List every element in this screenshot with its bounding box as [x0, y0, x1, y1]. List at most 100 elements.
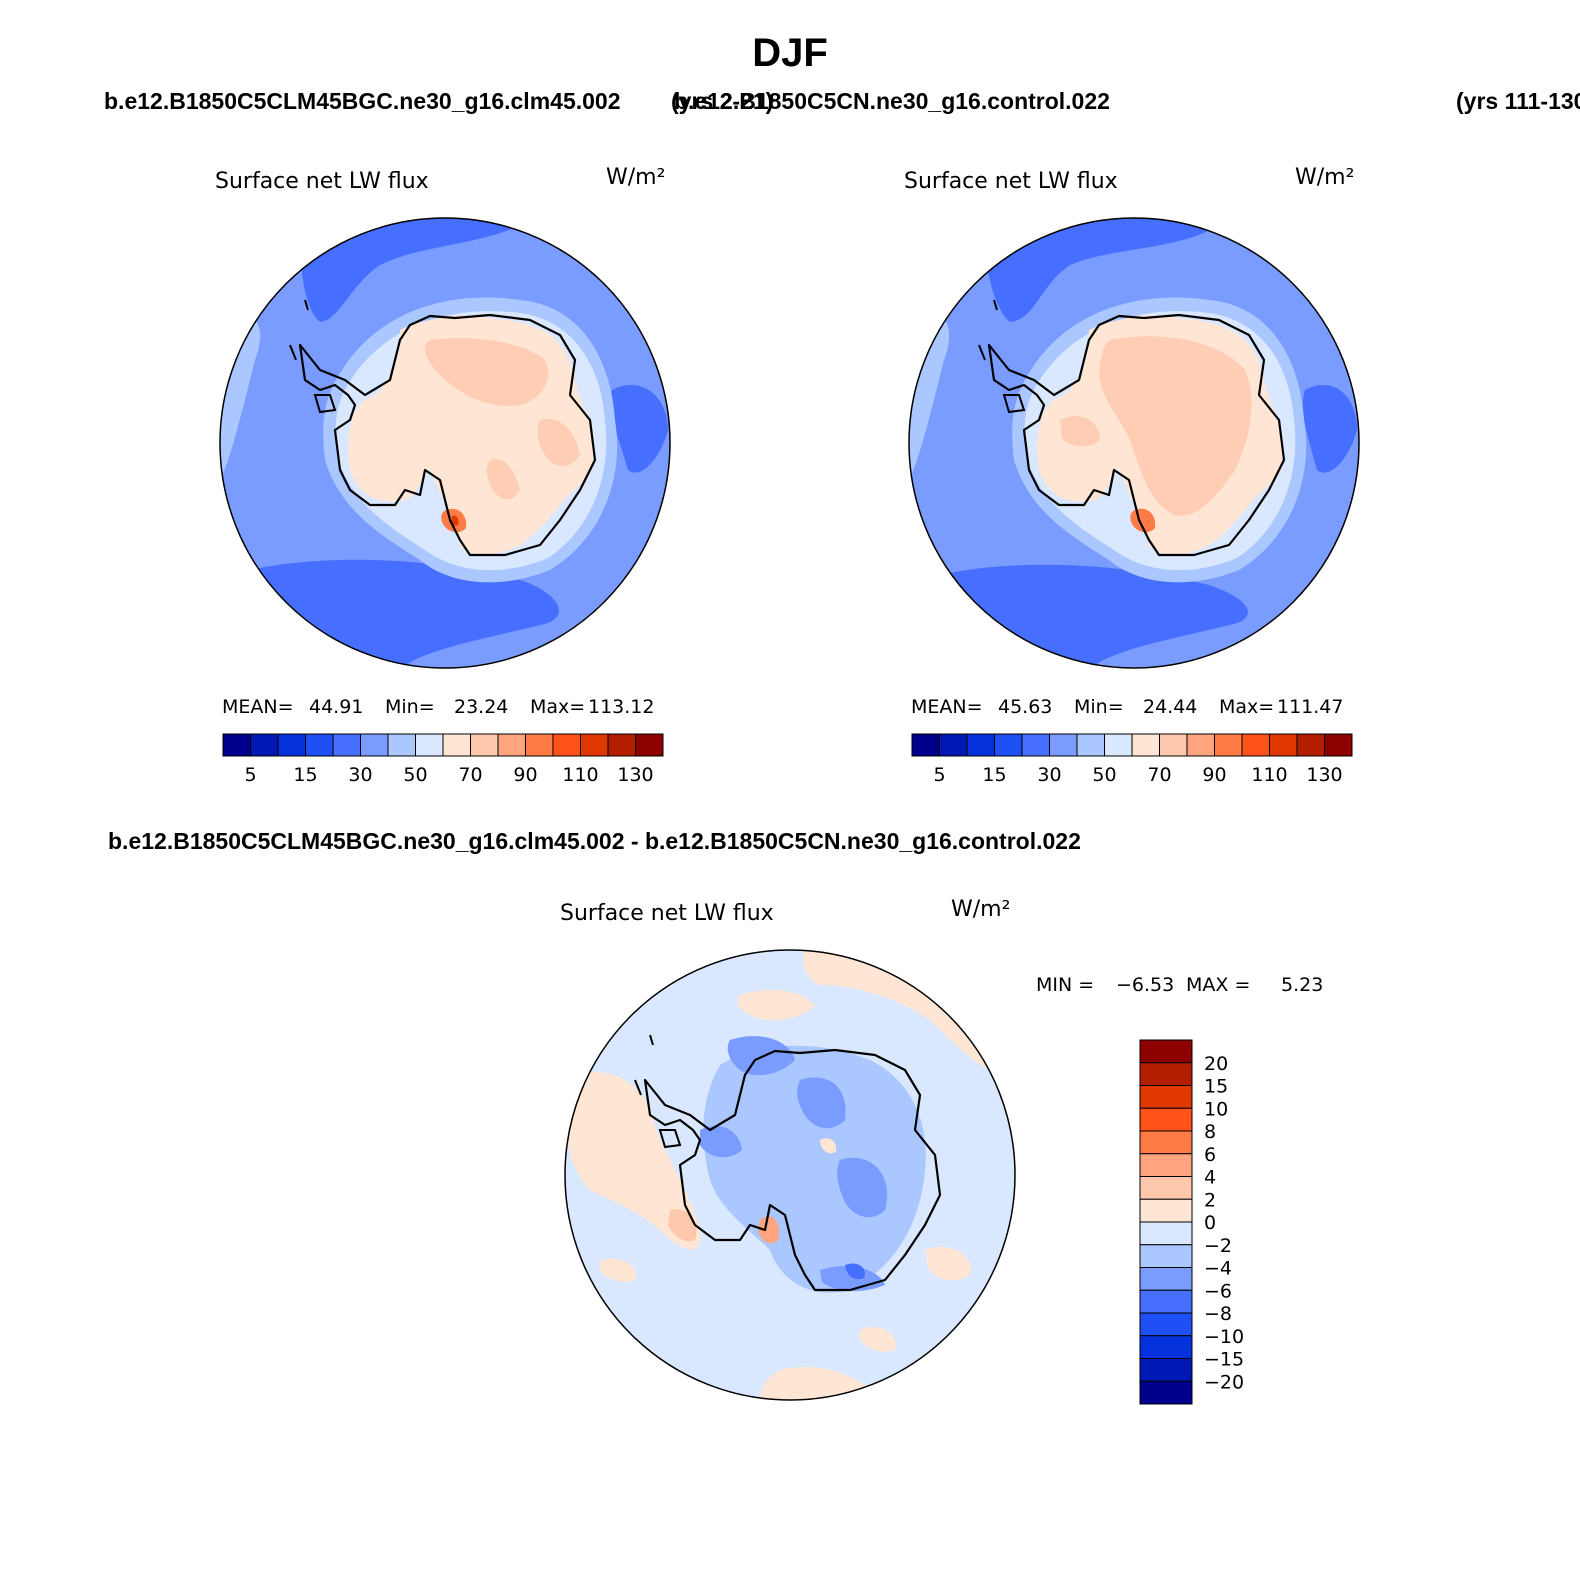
case2-years: (yrs 111-130)	[1456, 88, 1580, 114]
coastline	[298, 313, 597, 557]
colorbar-swatch	[277, 733, 306, 757]
colorbar-tick-label: 5	[933, 764, 945, 786]
case1-years: (yrs 2-21)	[671, 88, 773, 114]
min-label: Min=	[1074, 696, 1124, 718]
units-label: W/m²	[1295, 165, 1354, 190]
contour-patch	[610, 384, 668, 473]
colorbar-swatch	[994, 733, 1023, 757]
panel-title: Surface net LW flux	[215, 169, 429, 194]
colorbar-swatch	[332, 733, 361, 757]
colorbar-tick-label: −20	[1204, 1371, 1244, 1393]
colorbar-tick-label: 8	[1204, 1121, 1216, 1143]
colorbar-tick-label: 5	[244, 764, 256, 786]
colorbar-swatch	[1131, 733, 1160, 757]
min-label: Min=	[385, 696, 435, 718]
colorbar-swatch	[1186, 733, 1215, 757]
colorbar-swatch	[1324, 733, 1353, 757]
colorbar-tick-label: −2	[1204, 1235, 1232, 1257]
colorbar-swatch	[939, 733, 968, 757]
colorbar-swatch	[1139, 1039, 1193, 1064]
colorbar-swatch	[1139, 1107, 1193, 1132]
colorbar-swatch	[966, 733, 995, 757]
units-label: W/m²	[606, 165, 665, 190]
colorbar-tick-label: 30	[348, 764, 372, 786]
colorbar-tick-label: 110	[562, 764, 598, 786]
contour-patch	[1302, 384, 1357, 473]
colorbar-swatch	[911, 733, 940, 757]
colorbar-swatch	[1139, 1312, 1193, 1337]
contour-patch	[1060, 416, 1100, 447]
colorbar-tick-label: 10	[1204, 1098, 1228, 1120]
min-label: MIN =	[1036, 974, 1094, 996]
map-boundary	[564, 949, 1016, 1401]
coastline	[987, 313, 1286, 557]
colorbar-swatch	[580, 733, 609, 757]
colorbar-swatch	[1139, 1380, 1193, 1405]
contour-patch	[424, 338, 549, 406]
contour-patch	[758, 1216, 779, 1244]
map-boundary	[908, 217, 1360, 669]
min-value: 23.24	[454, 696, 508, 718]
colorbar-swatch	[1159, 733, 1188, 757]
contour-patch	[565, 1071, 701, 1250]
colorbar-swatch	[1139, 1130, 1193, 1155]
colorbar-swatch	[250, 733, 279, 757]
contour-patch	[797, 1077, 846, 1129]
colorbar-swatch	[360, 733, 389, 757]
coastline	[658, 1129, 682, 1149]
colorbar-swatch	[1139, 1176, 1193, 1200]
colorbar-tick-label: 4	[1204, 1167, 1216, 1189]
mean-value: 44.91	[309, 696, 363, 718]
coastline	[1002, 394, 1026, 414]
panel-case2: Surface net LW flux W/m² MEAN= 45.63 Min…	[904, 165, 1360, 786]
units-label: W/m²	[951, 897, 1010, 922]
difference-title: b.e12.B1850C5CLM45BGC.ne30_g16.clm45.002…	[108, 828, 1081, 854]
colorbar-tick-label: 130	[1306, 764, 1342, 786]
colorbar-swatch	[497, 733, 526, 757]
colorbar-swatch	[1139, 1062, 1193, 1086]
colorbar-tick-label: 2	[1204, 1189, 1216, 1211]
min-value: 24.44	[1143, 696, 1197, 718]
polar-map	[565, 950, 1015, 1400]
max-label: Max=	[1219, 696, 1274, 718]
colorbar-swatch	[442, 733, 471, 757]
colorbar-tick-label: 15	[293, 764, 317, 786]
map-boundary	[219, 217, 671, 669]
figure-title: DJF	[752, 31, 828, 75]
colorbar-swatch	[1139, 1358, 1193, 1382]
case1-name: b.e12.B1850C5CLM45BGC.ne30_g16.clm45.002	[104, 88, 621, 114]
colorbar-tick-label: −10	[1204, 1326, 1244, 1348]
contour-patch	[820, 1138, 837, 1154]
colorbar-swatch	[1241, 733, 1270, 757]
contour-patch	[451, 515, 459, 526]
colorbar-swatch	[1139, 1198, 1193, 1223]
coastline	[643, 1048, 942, 1292]
panel-case1: Surface net LW flux W/m² MEAN= 44.91 Min…	[215, 165, 671, 786]
contour-patch	[837, 1157, 888, 1218]
colorbar-swatch	[387, 733, 416, 757]
contour-patch	[925, 1246, 971, 1281]
contour-patch	[727, 1036, 795, 1076]
colorbar-swatch	[1296, 733, 1325, 757]
colorbar-tick-label: 110	[1251, 764, 1287, 786]
colorbar-swatch	[1076, 733, 1105, 757]
panel-title: Surface net LW flux	[904, 169, 1118, 194]
colorbar-swatch	[1139, 1153, 1193, 1177]
colorbar-swatch	[607, 733, 636, 757]
min-value: −6.53	[1116, 974, 1174, 996]
colorbar-swatch	[222, 733, 251, 757]
colorbar-tick-label: 15	[982, 764, 1006, 786]
panel-title: Surface net LW flux	[560, 901, 774, 926]
colorbar-tick-label: 6	[1204, 1144, 1216, 1166]
max-value: 111.47	[1277, 696, 1343, 718]
colorbar-tick-label: −15	[1204, 1349, 1244, 1371]
colorbar-swatch	[1139, 1267, 1193, 1291]
contour-patch	[803, 950, 1011, 1080]
colorbar-swatch	[470, 733, 499, 757]
colorbar-swatch	[1139, 1244, 1193, 1268]
colorbar-tick-label: 50	[1092, 764, 1116, 786]
panel-difference: Surface net LW flux W/m² MIN =	[560, 897, 1323, 1405]
colorbar-swatch	[415, 733, 444, 757]
